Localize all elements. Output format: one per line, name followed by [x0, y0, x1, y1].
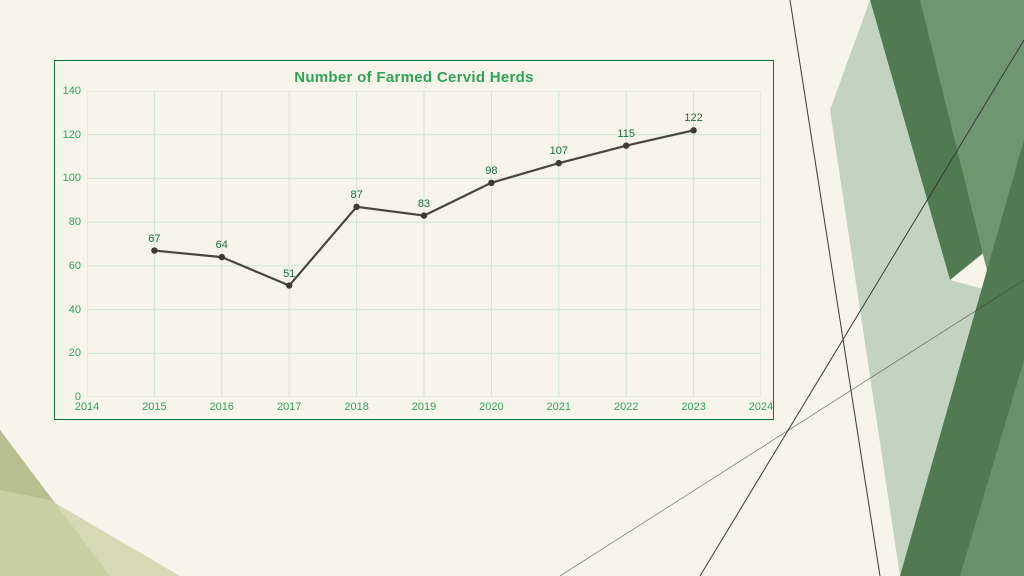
x-tick-label: 2021 [547, 397, 571, 413]
x-tick-label: 2014 [75, 397, 99, 413]
x-tick-label: 2019 [412, 397, 436, 413]
data-point-label: 83 [418, 198, 430, 210]
x-tick-label: 2022 [614, 397, 638, 413]
y-tick-label: 60 [69, 260, 87, 272]
x-tick-label: 2016 [210, 397, 234, 413]
plot-area: 0204060801001201402014201520162017201820… [87, 91, 761, 397]
x-tick-label: 2020 [479, 397, 503, 413]
data-point-label: 122 [684, 112, 702, 124]
x-tick-label: 2015 [142, 397, 166, 413]
x-tick-label: 2023 [681, 397, 705, 413]
y-tick-label: 140 [63, 85, 87, 97]
y-tick-label: 20 [69, 347, 87, 359]
y-tick-label: 120 [63, 129, 87, 141]
y-tick-label: 100 [63, 172, 87, 184]
x-tick-label: 2024 [749, 397, 773, 413]
data-point-label: 67 [148, 233, 160, 245]
y-tick-label: 80 [69, 216, 87, 228]
x-tick-label: 2018 [344, 397, 368, 413]
data-point-label: 107 [550, 145, 568, 157]
y-tick-label: 40 [69, 304, 87, 316]
plot-svg [87, 91, 761, 397]
data-point-label: 51 [283, 268, 295, 280]
data-point-label: 87 [350, 189, 362, 201]
chart-title: Number of Farmed Cervid Herds [55, 69, 773, 86]
chart-container: Number of Farmed Cervid Herds 0204060801… [54, 60, 774, 420]
data-point-label: 64 [216, 239, 228, 251]
data-point-label: 115 [617, 128, 635, 140]
data-point-label: 98 [485, 165, 497, 177]
x-tick-label: 2017 [277, 397, 301, 413]
